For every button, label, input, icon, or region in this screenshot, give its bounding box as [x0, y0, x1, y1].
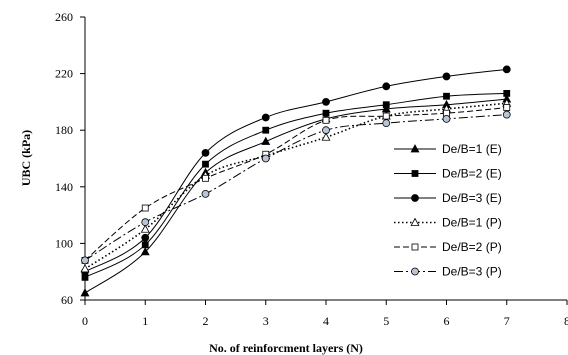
x-axis-title: No. of reinforcment layers (N) [209, 341, 363, 355]
legend-item: De/B=1 (P) [394, 216, 502, 230]
data-point [382, 112, 390, 120]
y-tick-label: 220 [55, 67, 73, 81]
y-tick-label: 260 [55, 10, 73, 24]
data-point [141, 233, 150, 242]
data-point [140, 247, 150, 256]
legend-item: De/B=2 (E) [394, 167, 502, 181]
legend-label: De/B=2 (P) [442, 240, 502, 254]
y-tick-label: 180 [55, 123, 73, 137]
data-point [382, 82, 391, 91]
data-point [262, 126, 270, 134]
data-point [140, 224, 150, 233]
data-point [202, 174, 209, 182]
data-point [141, 204, 149, 212]
data-point [503, 90, 511, 97]
data-point [201, 148, 210, 157]
legend-label: De/B=3 (E) [442, 191, 502, 205]
legend-item: De/B=1 (E) [394, 142, 502, 156]
legend-marker [410, 144, 420, 153]
data-point [141, 218, 150, 227]
data-point [80, 264, 90, 273]
data-point [442, 114, 451, 123]
legend-label: De/B=3 (P) [442, 265, 502, 279]
data-point [322, 109, 330, 117]
y-tick-label: 140 [55, 180, 73, 194]
data-point [443, 92, 450, 100]
x-tick-label: 8 [564, 314, 568, 328]
legend-label: De/B=2 (E) [442, 167, 502, 181]
data-point [202, 160, 209, 168]
x-tick-label: 3 [263, 314, 269, 328]
x-tick-label: 0 [82, 314, 88, 328]
legend-marker [411, 194, 419, 202]
data-point [261, 136, 271, 145]
x-tick-label: 7 [504, 314, 510, 328]
legend-item: De/B=2 (P) [394, 240, 502, 254]
data-point [141, 241, 149, 249]
data-point [261, 113, 270, 122]
data-point [322, 116, 330, 124]
x-tick-label: 5 [383, 314, 389, 328]
series-line [84, 98, 507, 294]
legend-label: De/B=1 (P) [442, 216, 502, 230]
x-tick-label: 1 [142, 314, 148, 328]
data-point [442, 72, 451, 81]
data-point [80, 288, 90, 297]
y-tick-label: 100 [55, 236, 73, 250]
data-point [321, 132, 331, 141]
data-point [322, 98, 330, 106]
data-point [81, 256, 89, 265]
series-5 [81, 104, 511, 264]
series-line [84, 102, 507, 270]
data-point [261, 154, 270, 163]
data-point [503, 104, 511, 111]
legend-marker [411, 170, 419, 177]
y-axis-title: UBC (kPa) [19, 130, 33, 186]
legend-marker [410, 217, 420, 226]
legend-item: De/B=3 (E) [394, 191, 502, 205]
data-point [322, 126, 330, 135]
data-point [502, 110, 511, 119]
data-point [201, 189, 210, 198]
y-tick-label: 60 [61, 293, 73, 307]
x-tick-label: 6 [444, 314, 450, 328]
legend-marker [411, 267, 419, 276]
series-2 [81, 90, 511, 281]
legend-marker [411, 243, 419, 251]
x-tick-label: 2 [203, 314, 209, 328]
legend-label: De/B=1 (E) [442, 142, 502, 156]
data-point [382, 101, 390, 109]
legend-item: De/B=3 (P) [394, 265, 502, 279]
data-point [382, 119, 391, 128]
data-point [502, 65, 511, 74]
x-tick-label: 4 [323, 314, 329, 328]
series-line [84, 68, 507, 273]
series-6 [81, 110, 511, 265]
